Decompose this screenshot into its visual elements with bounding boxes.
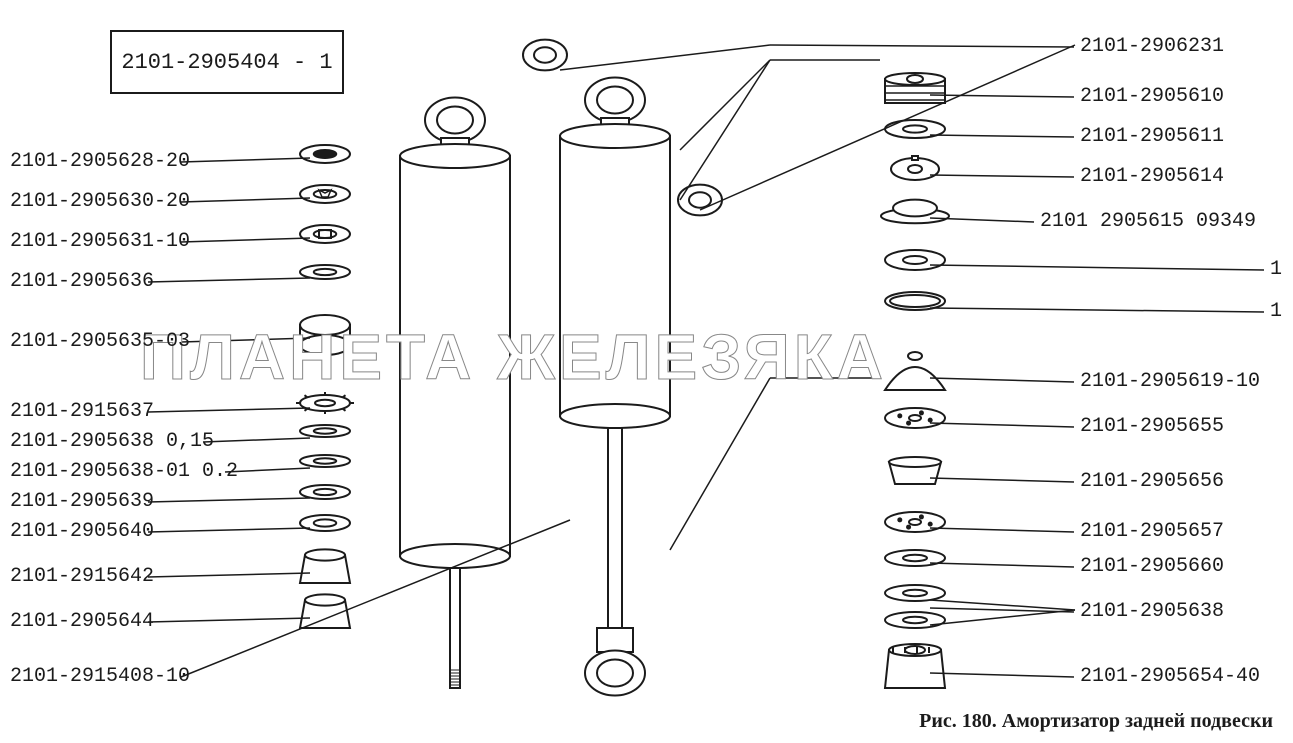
part-number-label: 2101-2905638 0,15 [10, 430, 214, 453]
part-number-label: 2101-2905639 [10, 490, 154, 513]
part-number-label: 2101-2915408-10 [10, 665, 190, 688]
figure-number: Рис. 180. [919, 710, 997, 732]
figure-title: Амортизатор задней подвески [1002, 710, 1273, 732]
part-number-label: 2101-2905657 [1080, 520, 1224, 543]
part-number-label: 2101-2905638-01 0.2 [10, 460, 238, 483]
part-number-label: 2101-2905635-03 [10, 330, 190, 353]
part-number-label: 2101-2905610 [1080, 85, 1224, 108]
diagram-container: 2101-2905404 - 1 ПЛАНЕТА ЖЕЛЕЗЯКА 2101-2… [0, 0, 1293, 743]
part-number-label: 2101-2905619-10 [1080, 370, 1260, 393]
part-number-label: 2101-2915637 [10, 400, 154, 423]
part-number-label: 2101-2905636 [10, 270, 154, 293]
part-number-label: 2101-2905630-20 [10, 190, 190, 213]
part-number-label: 2101-2906231 [1080, 35, 1224, 58]
part-number-label: 2101-2905628-20 [10, 150, 190, 173]
part-number-label: 1 [1270, 258, 1282, 281]
part-number-label: 2101-2905656 [1080, 470, 1224, 493]
part-number-label: 2101-2905611 [1080, 125, 1224, 148]
part-number-label: 2101-2905640 [10, 520, 154, 543]
part-number-label: 2101-2915642 [10, 565, 154, 588]
part-number-label: 2101-2905654-40 [1080, 665, 1260, 688]
part-number-label: 2101-2905614 [1080, 165, 1224, 188]
part-number-label: 2101-2905638 [1080, 600, 1224, 623]
part-number-label: 2101-2905644 [10, 610, 154, 633]
part-number-label: 2101-2905660 [1080, 555, 1224, 578]
part-number-label: 2101-2905655 [1080, 415, 1224, 438]
part-number-label: 2101 2905615 09349 [1040, 210, 1256, 233]
part-number-label: 1 [1270, 300, 1282, 323]
part-number-label: 2101-2905631-10 [10, 230, 190, 253]
figure-caption: Рис. 180. Амортизатор задней подвески [919, 710, 1273, 733]
